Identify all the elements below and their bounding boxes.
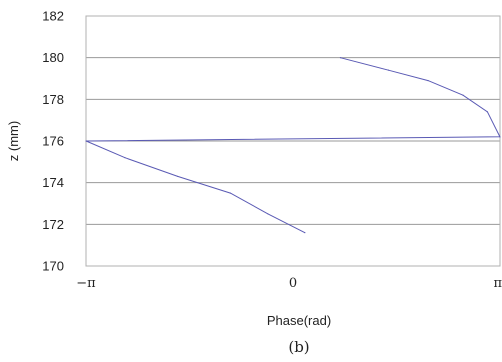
x-tick-label: −π: [76, 276, 96, 291]
y-tick-label: 182: [42, 9, 64, 24]
series-line-0: [85, 57, 501, 234]
data-point: [177, 175, 179, 178]
y-tick-label: 176: [42, 134, 64, 149]
x-tick-label: 0: [289, 276, 297, 291]
data-point: [462, 94, 464, 96]
x-axis-title: Phase(rad): [267, 313, 331, 328]
y-tick-label: 170: [42, 259, 64, 274]
data-point: [339, 57, 342, 59]
y-tick-label: 174: [42, 175, 64, 190]
y-tick-labels: 170 172 174 176 178 180 182: [42, 9, 64, 274]
series-layer: [85, 57, 501, 234]
grid-layer: [86, 15, 500, 267]
data-point: [427, 79, 429, 82]
y-tick-label: 172: [42, 217, 64, 232]
figure-caption: (b): [288, 338, 309, 356]
y-tick-label: 180: [42, 50, 64, 65]
x-tick-labels: −π 0 π: [76, 276, 502, 291]
data-point: [387, 69, 390, 71]
data-point: [229, 192, 232, 194]
data-point: [304, 232, 306, 234]
data-point: [267, 213, 269, 215]
data-point: [486, 111, 488, 113]
y-tick-label: 178: [42, 92, 64, 107]
data-point: [85, 140, 87, 142]
x-tick-label: π: [493, 276, 502, 291]
y-axis-title: z (mm): [6, 121, 21, 161]
data-point: [124, 157, 126, 159]
data-point: [499, 136, 501, 138]
